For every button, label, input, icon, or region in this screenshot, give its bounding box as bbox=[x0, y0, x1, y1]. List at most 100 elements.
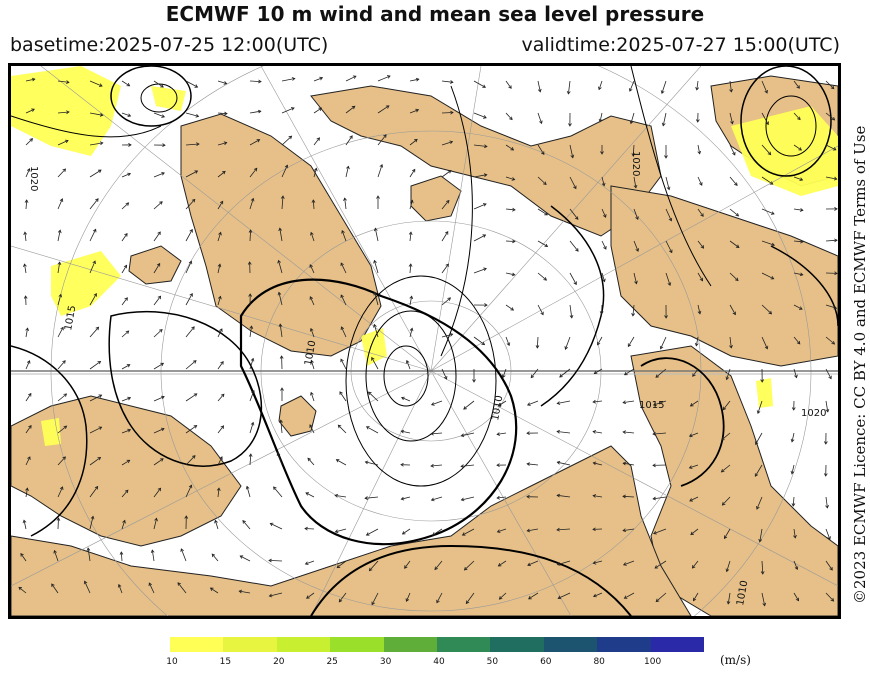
wind-arrow bbox=[89, 260, 96, 274]
wind-arrow-head bbox=[373, 259, 377, 264]
wind-arrow-head bbox=[688, 465, 693, 469]
wind-arrow bbox=[369, 560, 379, 571]
wind-arrow bbox=[84, 581, 91, 594]
wind-arrow bbox=[761, 176, 774, 185]
wind-arrow-head bbox=[770, 211, 775, 215]
wind-arrow-head bbox=[729, 89, 733, 93]
wind-arrow bbox=[217, 328, 223, 338]
wind-arrow bbox=[340, 294, 347, 306]
wind-arrow bbox=[527, 528, 539, 532]
wind-arrow-head bbox=[530, 374, 535, 379]
wind-arrow-head bbox=[660, 90, 665, 95]
wind-arrow bbox=[825, 528, 831, 540]
wind-arrow bbox=[249, 229, 251, 242]
wind-arrow-head bbox=[445, 263, 449, 268]
wind-arrow-head bbox=[556, 527, 560, 532]
wind-arrow-head bbox=[250, 197, 255, 202]
wind-arrow-head bbox=[825, 408, 830, 413]
wind-arrow bbox=[692, 560, 699, 569]
wind-arrow bbox=[217, 361, 224, 370]
wind-arrow bbox=[761, 208, 775, 215]
wind-arrow bbox=[89, 516, 94, 530]
wind-arrow bbox=[153, 487, 161, 498]
wind-arrow-head bbox=[405, 359, 410, 364]
wind-arrow bbox=[120, 551, 123, 562]
wind-arrow bbox=[249, 168, 258, 178]
wind-arrow-head bbox=[575, 248, 579, 252]
wind-arrow-head bbox=[592, 593, 597, 598]
wind-arrow bbox=[279, 228, 283, 242]
wind-arrow bbox=[597, 336, 603, 345]
wind-arrow-head bbox=[62, 168, 67, 172]
wind-arrow-head bbox=[278, 227, 283, 232]
wind-arrow bbox=[527, 463, 539, 466]
wind-arrow-head bbox=[253, 167, 258, 172]
wind-arrow-head bbox=[343, 197, 347, 201]
wind-arrow-head bbox=[122, 519, 126, 524]
wind-arrow-head bbox=[349, 135, 353, 139]
wind-arrow bbox=[761, 144, 771, 155]
wind-arrow-head bbox=[526, 494, 530, 499]
wind-arrow-head bbox=[309, 264, 313, 268]
wind-arrow bbox=[89, 394, 102, 402]
wind-arrow-head bbox=[99, 141, 104, 146]
wind-arrow bbox=[793, 336, 801, 345]
wind-arrow-head bbox=[688, 433, 693, 438]
wind-arrow bbox=[185, 112, 199, 117]
wind-arrow-head bbox=[280, 387, 284, 391]
wind-arrow bbox=[401, 430, 411, 434]
wind-arrow-head bbox=[573, 281, 577, 286]
wind-arrow bbox=[624, 592, 635, 599]
wind-arrow-head bbox=[432, 532, 436, 536]
wind-arrow bbox=[121, 397, 131, 402]
wind-arrow-head bbox=[25, 327, 29, 332]
wind-arrow bbox=[825, 592, 834, 602]
wind-arrow-head bbox=[627, 343, 632, 348]
wind-arrow-head bbox=[365, 426, 370, 430]
wind-arrow-head bbox=[63, 393, 68, 397]
wind-shading bbox=[11, 66, 838, 446]
wind-arrow bbox=[464, 560, 475, 571]
wind-arrow bbox=[473, 336, 485, 346]
wind-arrow-head bbox=[800, 239, 804, 244]
wind-arrow bbox=[569, 240, 579, 252]
wind-arrow-head bbox=[653, 530, 657, 535]
wind-arrow bbox=[792, 496, 795, 507]
wind-arrow-head bbox=[760, 379, 765, 383]
wind-arrow-head bbox=[346, 165, 350, 170]
wind-arrow-head bbox=[755, 441, 759, 445]
wind-arrow bbox=[249, 358, 254, 370]
wind-arrow-head bbox=[481, 341, 486, 346]
colorbar-tick: 80 bbox=[593, 657, 605, 667]
wind-arrow-head bbox=[796, 85, 800, 89]
wind-arrow-head bbox=[482, 84, 486, 88]
wind-arrow bbox=[633, 240, 639, 252]
wind-arrow-head bbox=[194, 170, 199, 174]
wind-arrow bbox=[761, 304, 772, 315]
wind-arrow-head bbox=[126, 364, 131, 368]
wind-arrow-head bbox=[157, 487, 162, 492]
colorbar-segment bbox=[543, 637, 598, 652]
wind-arrow-head bbox=[306, 595, 310, 599]
wind-arrow-head bbox=[770, 275, 775, 280]
wind-arrow bbox=[557, 461, 571, 466]
wind-arrow-head bbox=[411, 168, 416, 173]
wind-arrow-head bbox=[94, 485, 99, 490]
wind-arrow-head bbox=[248, 293, 253, 297]
wind-arrow-head bbox=[593, 370, 598, 374]
wind-arrow-head bbox=[526, 431, 530, 436]
wind-arrow bbox=[336, 560, 347, 568]
wind-arrow-head bbox=[383, 134, 387, 138]
wind-arrow bbox=[89, 293, 97, 306]
wind-arrow-head bbox=[700, 245, 705, 249]
wind-arrow-head bbox=[368, 567, 373, 572]
wind-arrow bbox=[722, 400, 731, 410]
wind-arrow-head bbox=[568, 123, 572, 127]
wind-arrow-head bbox=[291, 77, 296, 81]
wind-arrow-head bbox=[823, 441, 828, 445]
wind-arrow-head bbox=[622, 494, 626, 499]
wind-arrow-head bbox=[305, 492, 310, 496]
wind-arrow-head bbox=[430, 497, 435, 502]
wind-arrow-head bbox=[652, 431, 656, 436]
wind-arrow bbox=[409, 232, 412, 242]
